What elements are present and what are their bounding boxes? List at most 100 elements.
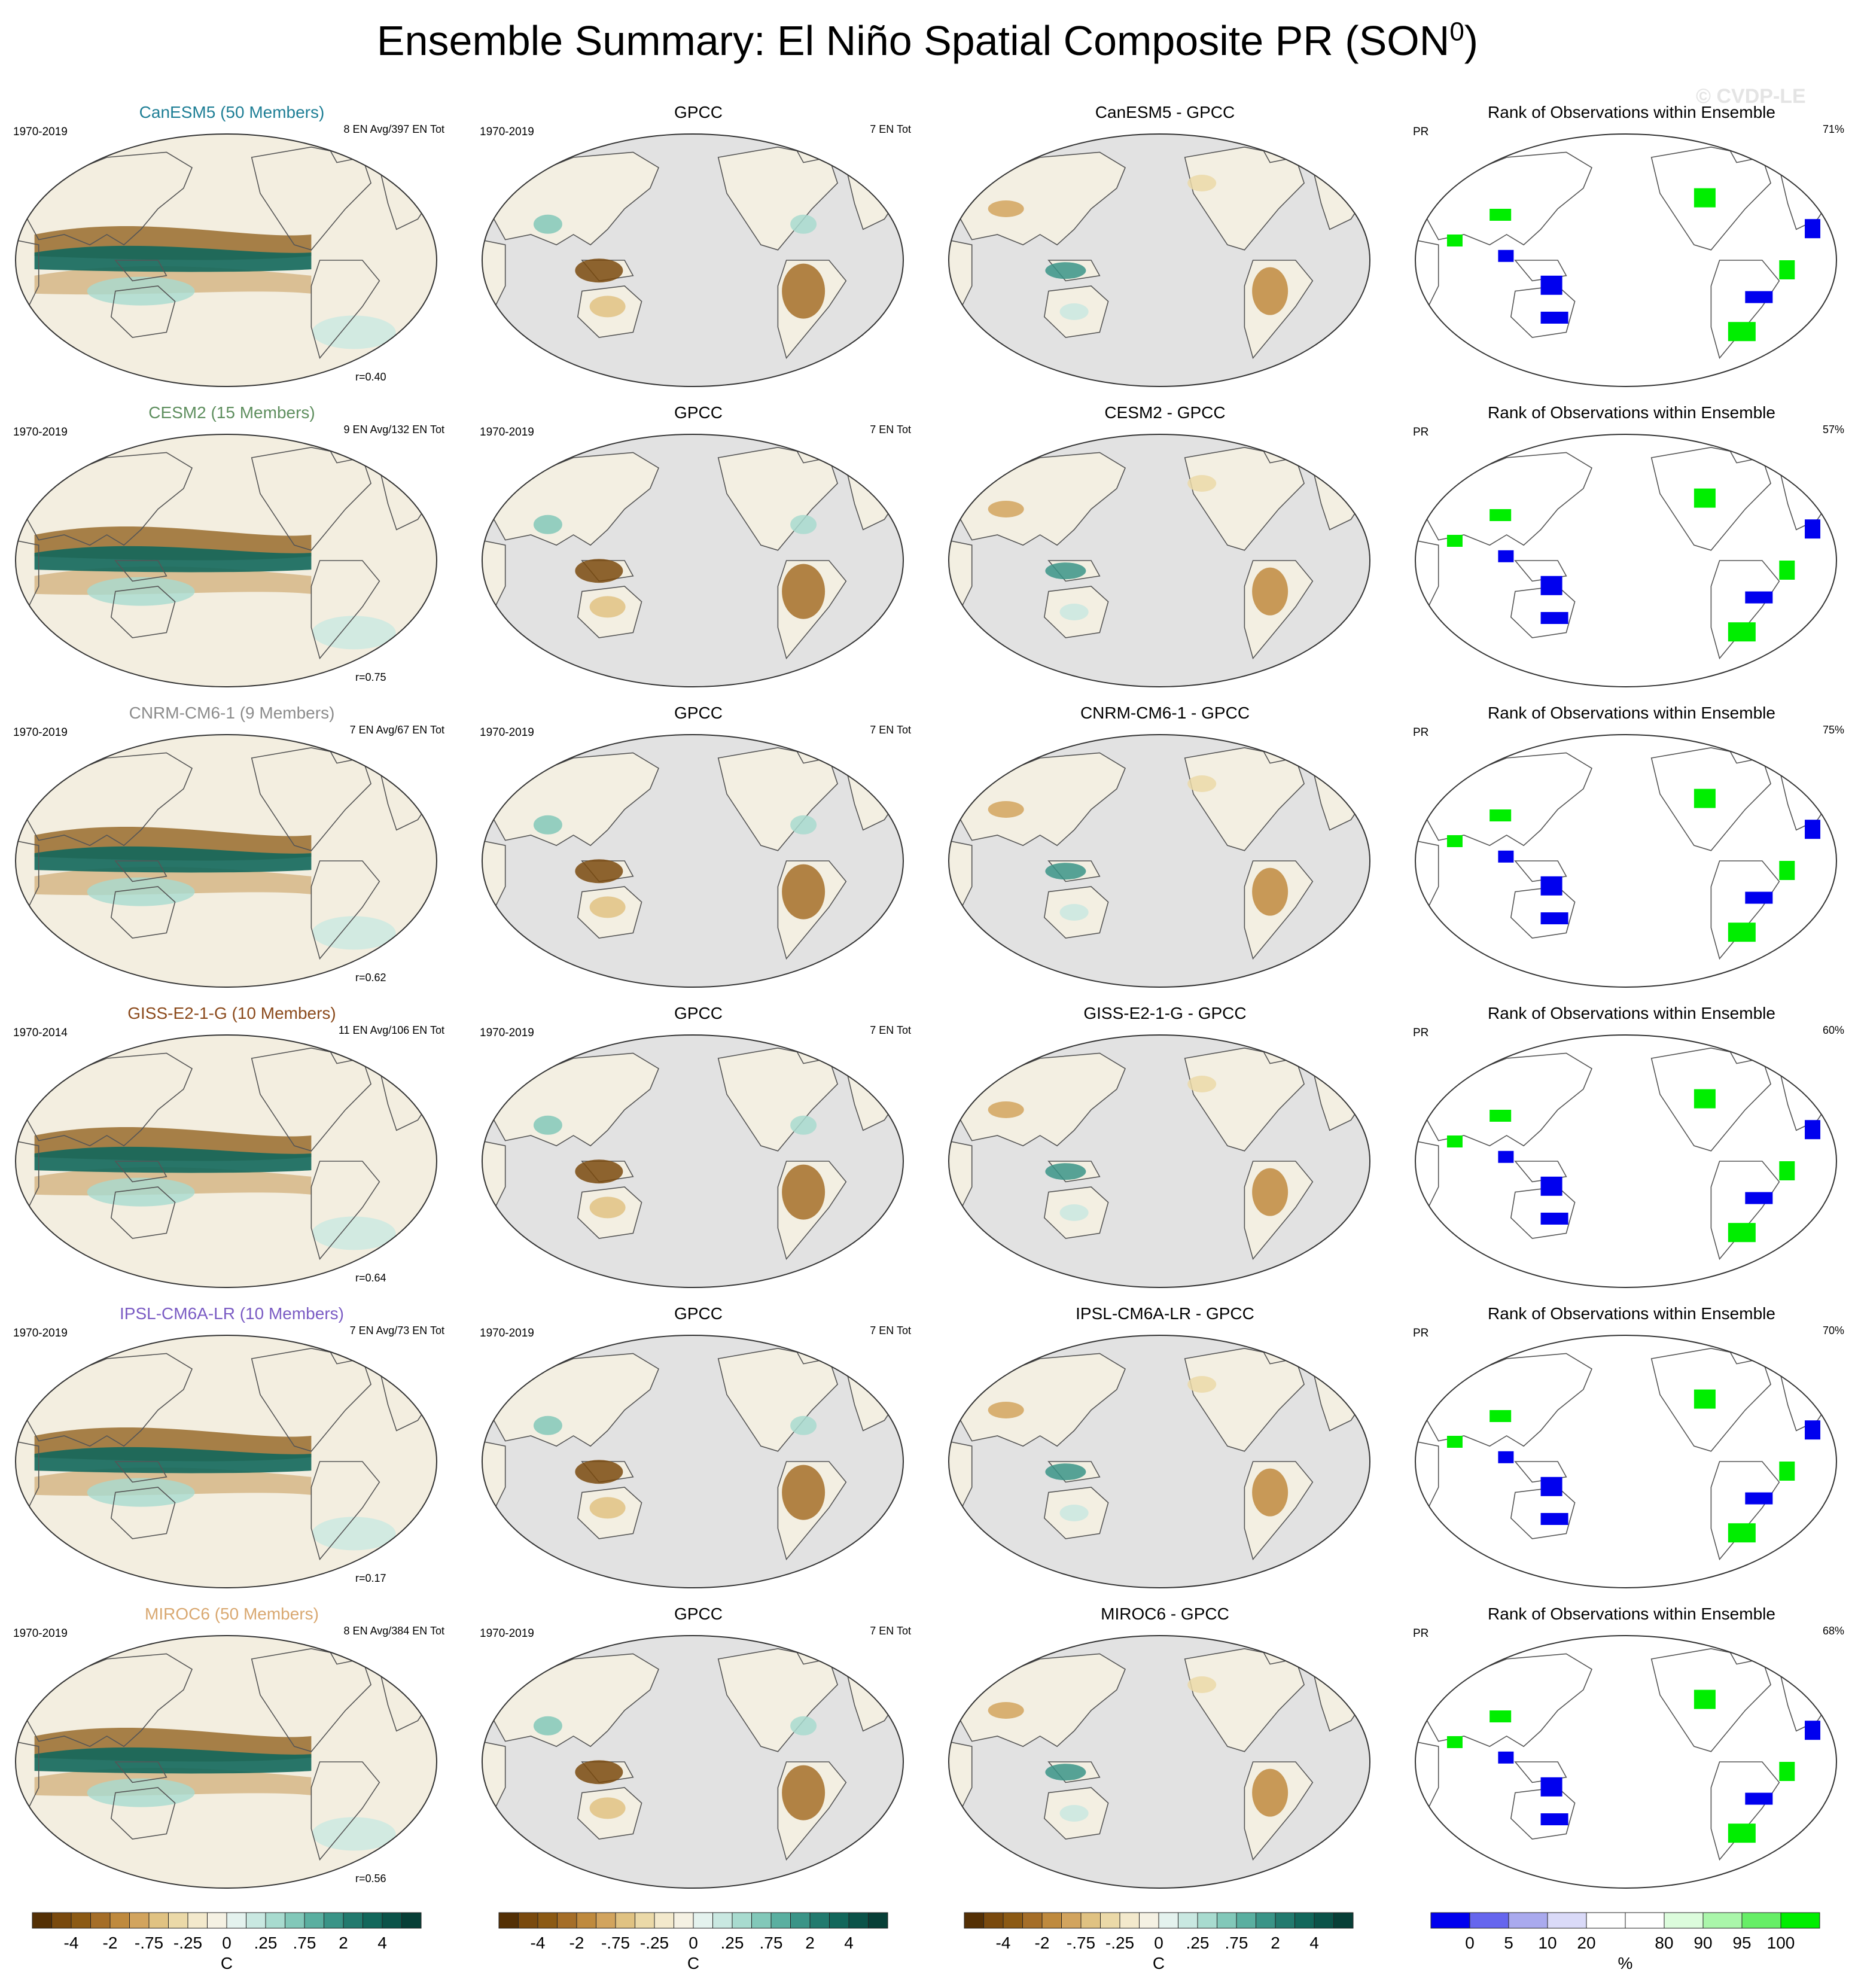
colorbar-swatch — [1119, 1912, 1140, 1929]
precip-anomaly-patch — [1059, 904, 1089, 921]
map-container-obs — [480, 1633, 906, 1893]
coastline-australia — [110, 1186, 176, 1239]
colorbar-svg: -4 -2 -.75 -.25 0 .25 .75 2 4 C — [964, 1912, 1354, 1972]
colorbar-swatch — [809, 1912, 830, 1929]
map-background — [1415, 134, 1836, 386]
colorbar-swatch — [71, 1912, 91, 1929]
panel-rank-5: Rank of Observations within Ensemble PR 68… — [1400, 1591, 1855, 1890]
coastline-australia — [110, 1487, 176, 1539]
wet-anomaly-patch — [87, 577, 195, 606]
coastline-asia — [21, 151, 193, 246]
wet-anomaly-patch — [312, 1517, 396, 1551]
panel-info-model: 7 EN Avg/67 EN Tot — [349, 724, 444, 736]
map-background — [949, 1035, 1370, 1287]
model-map-3 — [15, 1034, 437, 1288]
colorbar-rank: 0 5 10 20 80 90 95 100% — [1430, 1911, 1824, 1980]
coastline-samerica — [310, 260, 380, 360]
precip-anomaly-patch — [533, 514, 562, 534]
colorbar-swatch — [1022, 1912, 1043, 1929]
panel-title-rank: Rank of Observations within Ensemble — [1488, 403, 1775, 422]
rank-low-cell — [1498, 249, 1514, 262]
colorbar-swatch — [304, 1912, 324, 1929]
panel-period-model: 1970-2019 — [13, 426, 68, 439]
coastline-indo — [1514, 260, 1567, 282]
colorbar-swatch — [537, 1912, 558, 1929]
map-border — [948, 734, 1370, 988]
colorbar-swatch — [693, 1912, 713, 1929]
coastline-indo — [1514, 1461, 1567, 1483]
precip-anomaly-patch — [1252, 867, 1289, 916]
map-container-obs — [480, 732, 906, 993]
panel-info-rank: 57% — [1822, 424, 1844, 436]
colorbar-unit-label: C — [687, 1954, 699, 1972]
panel-obs-4: GPCC 1970-2019 7 EN Tot — [467, 1291, 930, 1590]
coastline-indo — [114, 1461, 167, 1483]
colorbar-tick-label: -4 — [64, 1934, 79, 1952]
panel-info-model: 11 EN Avg/106 EN Tot — [338, 1024, 444, 1036]
wet-anomaly-patch — [312, 1216, 396, 1250]
precip-anomaly-patch — [1045, 262, 1086, 279]
coastline-samerica — [310, 1461, 380, 1561]
rank-low-cell — [1745, 891, 1773, 904]
colorbar-swatch — [770, 1912, 791, 1929]
wet-anomaly-patch — [87, 276, 195, 306]
watermark: © CVDP-LE — [1696, 85, 1806, 108]
pattern-correlation: r=0.17 — [355, 1572, 386, 1584]
precip-anomaly-patch — [1045, 562, 1086, 580]
panel-period-rank: PR — [1413, 126, 1429, 138]
coastline-australia — [110, 886, 176, 939]
coastline-asia — [1421, 452, 1593, 546]
title-text: Ensemble Summary: El Niño Spatial Compos… — [376, 17, 1450, 64]
coastline-africa — [1415, 1140, 1439, 1219]
coastline-australia — [110, 285, 176, 338]
colorbar-swatch — [576, 1912, 596, 1929]
precip-anomaly-patch — [988, 1702, 1024, 1719]
map-background — [482, 1035, 903, 1287]
rank-low-cell — [1498, 850, 1514, 863]
precip-anomaly-patch — [589, 1197, 626, 1219]
rank-high-cell — [1446, 535, 1463, 547]
map-background — [1415, 735, 1836, 987]
colorbar-swatch — [129, 1912, 150, 1929]
map-border — [15, 133, 437, 387]
rank-low-cell — [1498, 550, 1514, 562]
panel-title-model: CNRM-CM6-1 (9 Members) — [129, 704, 335, 722]
map-background — [949, 1636, 1370, 1888]
colorbar-swatch — [285, 1912, 305, 1929]
precip-anomaly-patch — [790, 1716, 817, 1736]
map-border — [948, 1034, 1370, 1288]
wet-anomaly-patch — [312, 616, 396, 650]
colorbar-diff: -4 -2 -.75 -.25 0 .25 .75 2 4 C — [963, 1911, 1358, 1980]
precip-anomaly-patch — [1059, 1505, 1089, 1521]
rank-high-cell — [1693, 1689, 1716, 1709]
panel-title-rank: Rank of Observations within Ensemble — [1488, 1605, 1775, 1623]
panel-title-rank: Rank of Observations within Ensemble — [1488, 103, 1775, 121]
rank-low-cell — [1805, 219, 1821, 239]
colorbar-tick-label: .25 — [1186, 1934, 1210, 1952]
colorbar-swatch — [1256, 1912, 1276, 1929]
map-container-diff — [946, 732, 1372, 993]
colorbar-unit-label: C — [221, 1954, 233, 1972]
model-map-4 — [15, 1335, 437, 1588]
coastline-africa — [1415, 1440, 1439, 1519]
panel-period-rank: PR — [1413, 1627, 1429, 1640]
colorbar-swatch — [324, 1912, 344, 1929]
obs-map-0 — [482, 133, 904, 387]
colorbar-tick-label: 0 — [689, 1934, 698, 1952]
rank-high-cell — [1728, 322, 1756, 342]
panel-title-rank: Rank of Observations within Ensemble — [1488, 704, 1775, 722]
colorbar-tick-label: 90 — [1693, 1934, 1712, 1952]
colorbar-swatch — [148, 1912, 169, 1929]
diff-map-1 — [948, 434, 1370, 687]
panel-info-obs: 7 EN Tot — [870, 1625, 911, 1637]
coastline-samerica — [310, 1161, 380, 1261]
panel-period-obs: 1970-2019 — [480, 1627, 534, 1640]
rank-low-cell — [1540, 1213, 1568, 1225]
rank-high-cell — [1779, 1462, 1795, 1481]
map-container-rank — [1413, 732, 1839, 993]
colorbar-svg: -4 -2 -.75 -.25 0 .25 .75 2 4 C — [498, 1912, 888, 1972]
colorbar-swatch — [1197, 1912, 1217, 1929]
precip-anomaly-patch — [575, 1159, 623, 1184]
map-border — [948, 434, 1370, 687]
panel-title-diff: GISS-E2-1-G - GPCC — [1083, 1004, 1247, 1022]
